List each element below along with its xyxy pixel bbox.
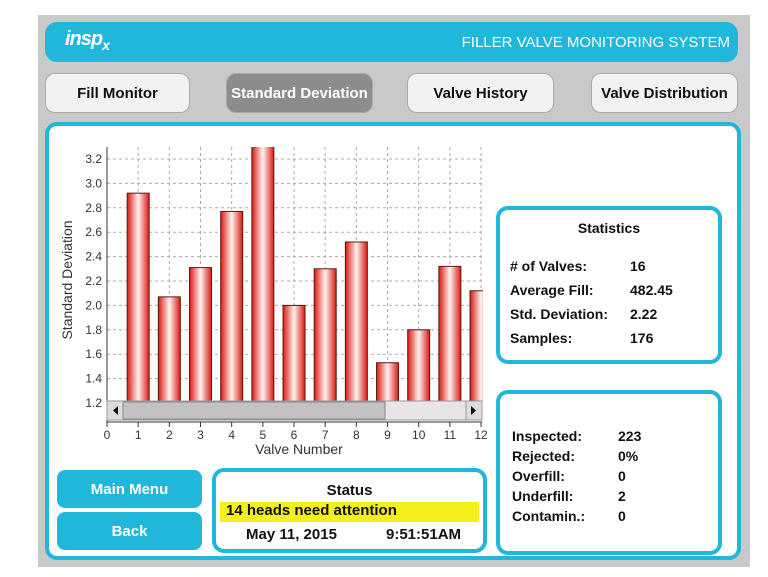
tab-valve-history[interactable]: Valve History bbox=[407, 73, 554, 113]
counts-panel: Inspected: 223 Rejected: 0% Overfill: 0 Underf… bbox=[496, 390, 722, 555]
arrow-right-icon bbox=[471, 406, 476, 415]
stat-label: Samples: bbox=[510, 330, 573, 346]
tab-fill-monitor[interactable]: Fill Monitor bbox=[45, 73, 190, 113]
stat-label: Inspected: bbox=[512, 428, 583, 444]
x-tick-label: 9 bbox=[384, 428, 391, 442]
status-title: Status bbox=[326, 482, 373, 499]
x-tick-label: 6 bbox=[291, 428, 298, 442]
x-tick-label: 8 bbox=[353, 428, 360, 442]
back-button[interactable]: Back bbox=[57, 512, 202, 550]
bar-valve-9 bbox=[376, 362, 400, 402]
statistics-title: Statistics bbox=[577, 220, 641, 236]
stat-value: 2 bbox=[618, 488, 626, 504]
y-tick-label: 2.6 bbox=[85, 225, 102, 239]
x-tick-label: 7 bbox=[322, 428, 329, 442]
stat-label: Underfill: bbox=[512, 488, 574, 504]
y-tick-label: 2.2 bbox=[85, 274, 102, 288]
x-tick-label: 5 bbox=[260, 428, 267, 442]
stat-value: 482.45 bbox=[630, 282, 673, 298]
stat-label: Std. Deviation: bbox=[510, 306, 609, 322]
y-tick-label: 1.4 bbox=[85, 372, 102, 386]
bar-valve-11 bbox=[438, 265, 462, 402]
bar-valve-8 bbox=[344, 241, 368, 402]
y-tick-label: 2.8 bbox=[85, 201, 102, 215]
y-tick-label: 1.8 bbox=[85, 323, 102, 337]
header-bar: inspx FILLER VALVE MONITORING SYSTEM bbox=[45, 22, 738, 62]
stat-label: Rejected: bbox=[512, 448, 576, 464]
stat-value: 16 bbox=[630, 258, 646, 274]
stat-label: Average Fill: bbox=[510, 282, 594, 298]
tab-valve-distribution[interactable]: Valve Distribution bbox=[591, 73, 738, 113]
y-tick-label: 1.2 bbox=[85, 396, 102, 410]
stat-value: 223 bbox=[618, 428, 642, 444]
x-tick-label: 2 bbox=[166, 428, 173, 442]
x-tick-label: 1 bbox=[135, 428, 142, 442]
scroll-thumb[interactable] bbox=[122, 401, 386, 420]
bar-valve-3 bbox=[189, 267, 213, 402]
bar-valve-12 bbox=[469, 290, 483, 402]
stat-value: 0 bbox=[618, 508, 626, 524]
stat-label: Contamin.: bbox=[512, 508, 586, 524]
tab-standard-deviation[interactable]: Standard Deviation bbox=[226, 73, 373, 113]
status-time: 9:51:51AM bbox=[386, 526, 462, 543]
y-tick-label: 2.4 bbox=[85, 250, 102, 264]
x-tick-label: 10 bbox=[412, 428, 426, 442]
stat-value: 176 bbox=[630, 330, 654, 346]
bar-valve-5 bbox=[251, 147, 275, 402]
y-tick-label: 3.2 bbox=[85, 152, 102, 166]
statistics-panel: Statistics # of Valves: 16 Average Fill: 48… bbox=[496, 206, 722, 364]
status-panel: Status 14 heads need attention May 11, 2… bbox=[212, 468, 487, 553]
stat-value: 0% bbox=[618, 448, 639, 464]
bar-valve-2 bbox=[157, 296, 181, 402]
stat-value: 0 bbox=[618, 468, 626, 484]
y-tick-label: 1.6 bbox=[85, 347, 102, 361]
bar-valve-4 bbox=[220, 210, 244, 402]
app-title: FILLER VALVE MONITORING SYSTEM bbox=[461, 34, 730, 51]
bar-valve-7 bbox=[313, 268, 337, 402]
stat-label: Overfill: bbox=[512, 468, 565, 484]
x-tick-label: 12 bbox=[474, 428, 488, 442]
y-tick-label: 3.0 bbox=[85, 176, 102, 190]
y-tick-label: 2.0 bbox=[85, 298, 102, 312]
status-message: 14 heads need attention bbox=[220, 502, 479, 522]
x-tick-label: 0 bbox=[104, 428, 111, 442]
bar-valve-1 bbox=[126, 192, 150, 402]
stat-label: # of Valves: bbox=[510, 258, 588, 274]
stat-value: 2.22 bbox=[630, 306, 658, 322]
logo-text: insp bbox=[65, 28, 103, 50]
chart-scrollbar[interactable] bbox=[106, 400, 483, 421]
x-axis-label: Valve Number bbox=[255, 441, 343, 457]
bar-valve-10 bbox=[407, 329, 431, 402]
y-axis-label: Standard Deviation bbox=[59, 220, 75, 339]
logo: inspx bbox=[65, 28, 110, 53]
bar-valve-6 bbox=[282, 304, 306, 402]
main-menu-button[interactable]: Main Menu bbox=[57, 470, 202, 508]
logo-sub: x bbox=[102, 37, 110, 53]
x-tick-label: 11 bbox=[444, 428, 457, 442]
x-tick-label: 4 bbox=[228, 428, 235, 442]
std-dev-chart: 1.21.41.61.82.02.22.42.62.83.03.20 1 2 3 4 5 6… bbox=[59, 147, 488, 457]
status-date: May 11, 2015 bbox=[246, 526, 337, 543]
x-tick-label: 3 bbox=[197, 428, 204, 442]
arrow-left-icon bbox=[113, 406, 118, 415]
